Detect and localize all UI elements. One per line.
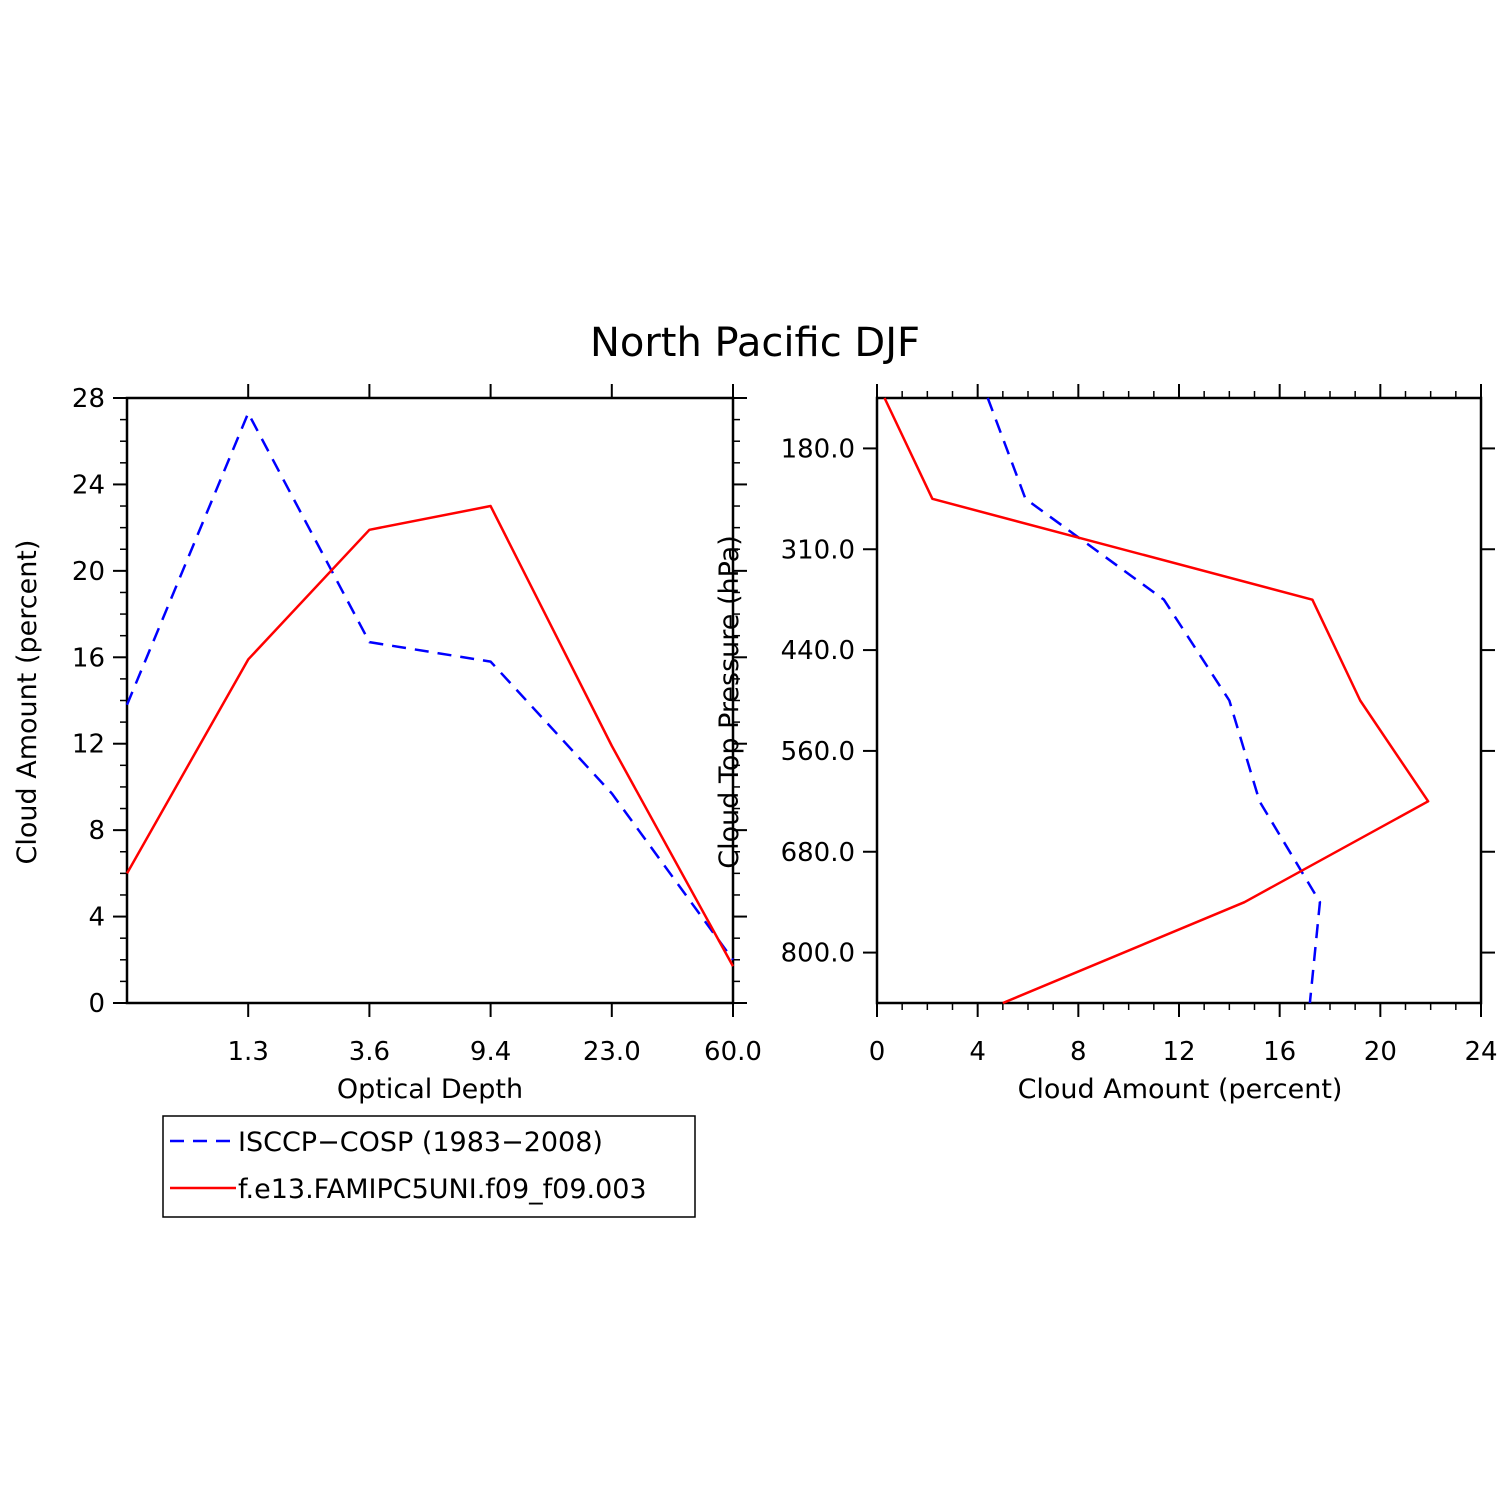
plot2-series-obs-line bbox=[986, 397, 1322, 1004]
plot2-y-tick-label: 560.0 bbox=[781, 737, 855, 767]
plot2-x-tick-label: 20 bbox=[1364, 1037, 1397, 1067]
plot1-y-axis-label: Cloud Amount (percent) bbox=[12, 540, 43, 865]
plot2-y-tick-label: 180.0 bbox=[781, 434, 855, 464]
plot2-x-tick-label: 8 bbox=[1070, 1037, 1087, 1067]
legend-label-model: f.e13.FAMIPC5UNI.f09_f09.003 bbox=[238, 1174, 647, 1205]
optical-depth-plot: Optical Depth Cloud Amount (percent) 0 4 8… bbox=[12, 384, 762, 1105]
plot2-x-axis-label: Cloud Amount (percent) bbox=[1018, 1074, 1343, 1105]
plot2-x-tick-label: 24 bbox=[1464, 1037, 1497, 1067]
plot1-x-tick-label: 1.3 bbox=[228, 1037, 269, 1067]
plot1-y-tick-label: 12 bbox=[72, 730, 105, 760]
plot1-y-tick-label: 20 bbox=[72, 557, 105, 587]
plot2-series-model-line bbox=[883, 397, 1430, 1005]
plot1-series-model-line bbox=[125, 504, 735, 967]
plot1-x-tick-label: 60.0 bbox=[704, 1037, 762, 1067]
plot1-y-tick-label: 8 bbox=[88, 816, 105, 846]
cloud-top-pressure-plot: Cloud Amount (percent) Cloud Top Pressur… bbox=[714, 384, 1498, 1105]
plot1-y-tick-label: 16 bbox=[72, 643, 105, 673]
plot2-x-tick-label: 4 bbox=[969, 1037, 986, 1067]
plot2-frame bbox=[875, 396, 1483, 1005]
plot2-y-tick-label: 440.0 bbox=[781, 636, 855, 666]
plot2-y-tick-label: 800.0 bbox=[781, 939, 855, 969]
plot1-y-tick-label: 0 bbox=[88, 989, 105, 1019]
plot2-y-axis-label: Cloud Top Pressure (hPa) bbox=[714, 535, 745, 869]
legend: ISCCP−COSP (1983−2008) f.e13.FAMIPC5UNI.… bbox=[162, 1115, 696, 1218]
plot1-series-obs-line bbox=[125, 411, 735, 961]
plot1-x-tick-label: 3.6 bbox=[349, 1037, 390, 1067]
plot1-y-tick-label: 28 bbox=[72, 384, 105, 414]
plot2-x-tick-label: 16 bbox=[1263, 1037, 1296, 1067]
plot1-y-tick-label: 4 bbox=[88, 903, 105, 933]
plot1-x-tick-label: 9.4 bbox=[470, 1037, 511, 1067]
plot2-y-tick-label: 680.0 bbox=[781, 838, 855, 868]
plot2-x-tick-label: 0 bbox=[869, 1037, 886, 1067]
plot2-y-tick-label: 310.0 bbox=[781, 535, 855, 565]
legend-label-obs: ISCCP−COSP (1983−2008) bbox=[238, 1127, 603, 1158]
plot1-x-tick-label: 23.0 bbox=[583, 1037, 641, 1067]
plot1-y-tick-label: 24 bbox=[72, 470, 105, 500]
plot1-x-axis-label: Optical Depth bbox=[337, 1074, 523, 1105]
legend-box bbox=[162, 1115, 696, 1218]
chart-title: North Pacific DJF bbox=[590, 320, 920, 366]
plot2-x-tick-label: 12 bbox=[1162, 1037, 1195, 1067]
